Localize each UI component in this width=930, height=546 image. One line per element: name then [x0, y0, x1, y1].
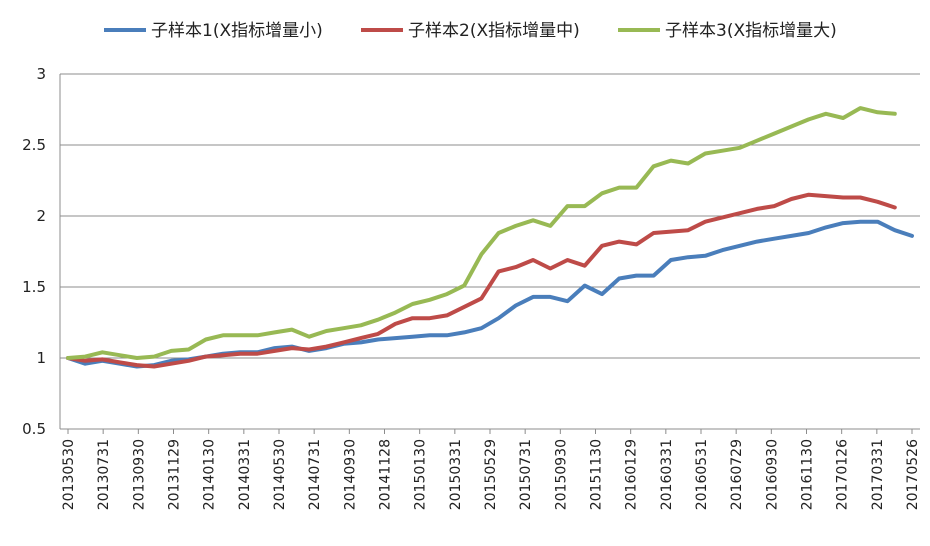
- x-tick-label: 20130530: [61, 439, 77, 510]
- x-tick-label: 20141128: [378, 439, 394, 510]
- x-tick-label: 20160531: [694, 439, 710, 510]
- y-tick-label: 2.5: [22, 136, 46, 154]
- x-tick-label: 20160129: [624, 439, 640, 510]
- series-lines: [66, 106, 914, 369]
- x-tick-label: 20140331: [237, 439, 253, 510]
- legend-label-3: 子样本3(X指标增量大): [665, 21, 837, 41]
- x-tick-label: 20160331: [659, 439, 675, 510]
- y-axis: 0.5 1 1.5 2 2.5 3: [22, 65, 61, 438]
- y-tick-label: 0.5: [22, 420, 46, 438]
- x-tick-label: 20131129: [167, 439, 183, 510]
- legend-label-1: 子样本1(X指标增量小): [151, 21, 323, 41]
- x-tick-label: 20130731: [96, 439, 112, 510]
- x-tick-label: 20140930: [342, 439, 358, 510]
- x-tick-label: 20150130: [413, 439, 429, 510]
- x-tick-label: 20160930: [764, 439, 780, 510]
- x-tick-label: 20130930: [131, 439, 147, 510]
- x-tick-label: 20151130: [589, 439, 605, 510]
- y-tick-label: 1: [36, 349, 46, 367]
- x-tick-label: 20150331: [448, 439, 464, 510]
- y-tick-label: 2: [36, 207, 46, 225]
- x-tick-label: 20150529: [483, 439, 499, 510]
- y-tick-label: 1.5: [22, 278, 46, 296]
- legend-label-2: 子样本2(X指标增量中): [408, 21, 580, 41]
- x-axis: 20130530 20130731 20130930 20131129 20140130…: [60, 428, 921, 510]
- series-line-2: [66, 192, 897, 369]
- x-tick-label: 20170331: [870, 439, 886, 510]
- x-tick-label: 20140731: [307, 439, 323, 510]
- x-tick-label: 20160729: [729, 439, 745, 510]
- series-line-3: [66, 106, 897, 360]
- x-tick-label: 20161130: [800, 439, 816, 510]
- x-tick-label: 20170126: [835, 439, 851, 510]
- legend: 子样本1(X指标增量小) 子样本2(X指标增量中) 子样本3(X指标增量大): [104, 21, 837, 41]
- x-tick-label: 20150930: [553, 439, 569, 510]
- x-tick-label: 20150731: [518, 439, 534, 510]
- x-tick-label: 20140530: [272, 439, 288, 510]
- y-tick-label: 3: [36, 65, 46, 83]
- x-tick-label: 20140130: [202, 439, 218, 510]
- x-tick-label: 20170526: [905, 439, 921, 510]
